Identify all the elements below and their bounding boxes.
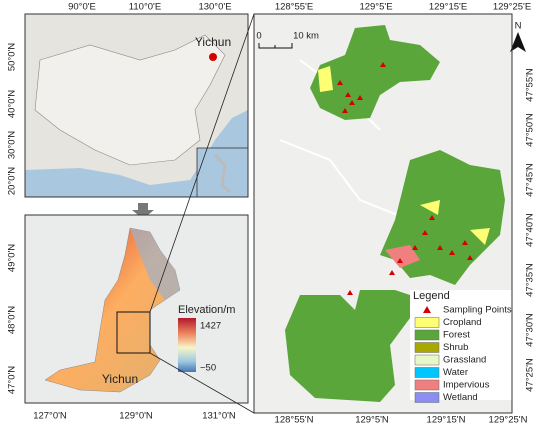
x-tick-label: 130°0'E bbox=[198, 2, 231, 13]
x-tick-label: 129°0'N bbox=[119, 411, 153, 422]
legend-label: Wetland bbox=[443, 392, 478, 403]
legend-swatch bbox=[414, 367, 440, 378]
legend-swatch bbox=[414, 317, 440, 328]
y-tick-label: 30°0'N bbox=[7, 131, 18, 159]
yichun-dot bbox=[209, 53, 217, 61]
y-tick-label: 47°30'N bbox=[525, 313, 536, 347]
x-tick-label: 129°5'E bbox=[359, 2, 392, 13]
zoom-line bbox=[149, 352, 255, 414]
legend-min: −50 bbox=[200, 363, 216, 374]
legend-label: Sampling Points bbox=[443, 305, 512, 316]
x-tick-label: 110°0'E bbox=[129, 2, 161, 13]
legend-label: Shrub bbox=[443, 342, 468, 353]
x-tick-label: 129°5'N bbox=[355, 415, 389, 426]
y-tick-label: 47°50'N bbox=[525, 113, 536, 147]
y-tick-label: 47°35'N bbox=[525, 263, 536, 297]
y-tick-label: 50°0'N bbox=[7, 43, 18, 71]
lowland bbox=[130, 228, 180, 300]
legend-title: Legend bbox=[413, 290, 450, 302]
x-tick-label: 127°0'N bbox=[33, 411, 67, 422]
forest-north bbox=[310, 25, 440, 120]
legend-label: Water bbox=[443, 367, 468, 378]
y-tick-label: 47°25'N bbox=[525, 358, 536, 392]
legend-swatch bbox=[414, 342, 440, 353]
land-cover-map bbox=[253, 13, 526, 414]
y-tick-label: 47°40'N bbox=[525, 213, 536, 247]
overview-map bbox=[24, 13, 249, 198]
x-tick-label: 129°15'N bbox=[427, 415, 466, 426]
study-area-box bbox=[116, 311, 151, 354]
legend-label: Grassland bbox=[443, 355, 486, 366]
x-tick-label: 128°55'N bbox=[275, 415, 314, 426]
legend-max: 1427 bbox=[200, 321, 221, 332]
legend-title: Elevation/m bbox=[178, 304, 235, 316]
frame bbox=[253, 13, 513, 414]
legend-swatch bbox=[414, 354, 440, 366]
impervious bbox=[385, 245, 420, 268]
forest-south bbox=[285, 150, 505, 402]
y-tick-label: 47°45'N bbox=[525, 163, 536, 197]
y-tick-label: 48°0'N bbox=[7, 306, 18, 334]
y-tick-label: 20°0'N bbox=[7, 167, 18, 195]
zoom-line bbox=[149, 13, 255, 313]
legend-swatch bbox=[414, 329, 440, 341]
legend-marker bbox=[423, 306, 431, 313]
color-bar bbox=[178, 318, 196, 372]
y-tick-label: 49°0'N bbox=[7, 244, 18, 272]
frame bbox=[24, 214, 249, 404]
place-label: Yichun bbox=[195, 35, 231, 49]
scale-bar bbox=[258, 43, 293, 49]
x-tick-label: 129°15'E bbox=[429, 2, 467, 13]
islands bbox=[213, 153, 231, 194]
legend-label: Impervious bbox=[443, 380, 490, 391]
elevation-map bbox=[24, 214, 249, 404]
legend-swatch bbox=[414, 379, 440, 391]
legend-swatch bbox=[414, 392, 440, 403]
scale-label: 0 bbox=[256, 31, 261, 42]
country bbox=[34, 34, 226, 166]
x-tick-label: 131°0'N bbox=[202, 411, 236, 422]
arrow bbox=[132, 203, 154, 219]
frame bbox=[24, 13, 249, 198]
y-tick-label: 40°0'N bbox=[7, 90, 18, 118]
scale-label: 10 km bbox=[293, 31, 319, 42]
north-label: N bbox=[515, 21, 522, 32]
x-tick-label: 90°0'E bbox=[68, 2, 96, 13]
place-label: Yichun bbox=[102, 372, 138, 386]
x-tick-label: 129°25'E bbox=[493, 2, 531, 13]
north-arrow bbox=[510, 32, 526, 52]
legend-label: Forest bbox=[443, 330, 470, 341]
x-tick-label: 129°25'N bbox=[489, 415, 528, 426]
y-tick-label: 47°0'N bbox=[7, 366, 18, 394]
x-tick-label: 128°55'E bbox=[275, 2, 313, 13]
legend-label: Cropland bbox=[443, 317, 482, 328]
y-tick-label: 47°55'N bbox=[525, 68, 536, 102]
